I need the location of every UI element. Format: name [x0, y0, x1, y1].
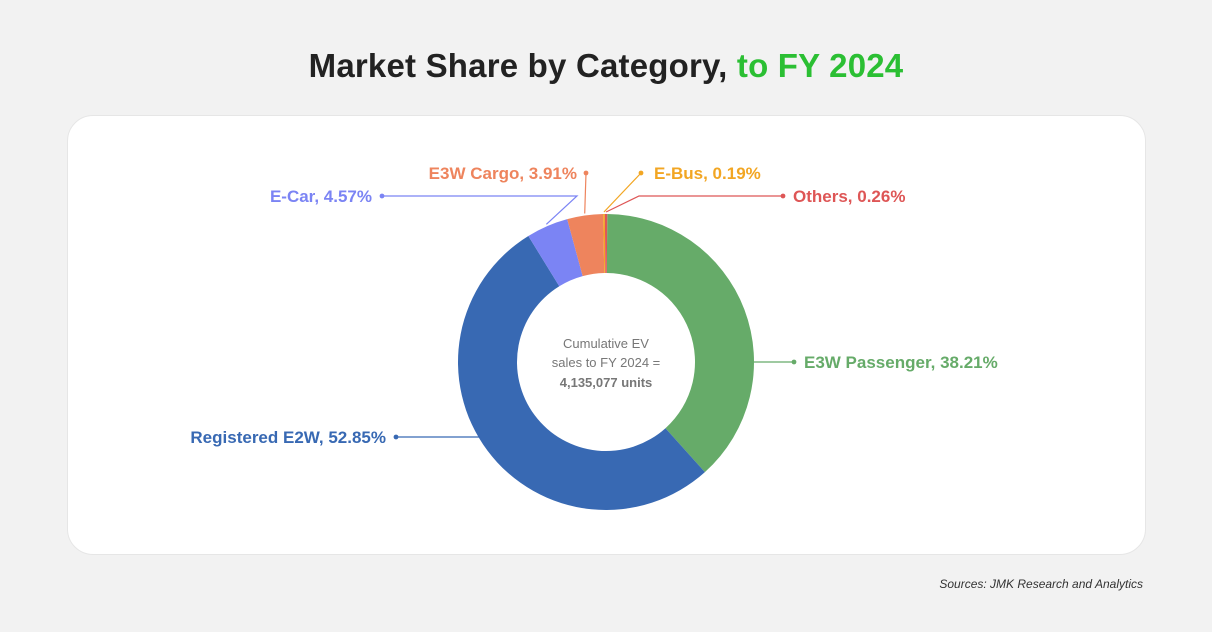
label-others: Others, 0.26%	[793, 187, 905, 206]
slice-e-bus	[603, 214, 606, 274]
leader-dot-e3w-passenger	[791, 359, 797, 365]
leader-dot-registered-e2w	[393, 434, 399, 440]
leader-dot-others	[780, 193, 786, 199]
leader-line-others	[605, 195, 783, 213]
source-note: Sources: JMK Research and Analytics	[939, 577, 1143, 591]
label-e3w-cargo: E3W Cargo, 3.91%	[429, 164, 577, 183]
leader-dot-e-bus	[638, 170, 644, 176]
center-text-line1: Cumulative EV	[563, 336, 649, 351]
center-text-total: 4,135,077 units	[560, 375, 653, 390]
leader-line-e-bus	[603, 172, 642, 213]
center-text-line2: sales to FY 2024 =	[552, 355, 661, 370]
donut-chart: E3W Passenger, 38.21% Registered E2W, 52.…	[190, 164, 998, 511]
leader-dot-e3w-cargo	[583, 170, 589, 176]
slice-e3w-passenger	[606, 214, 755, 473]
leader-dot-e-car	[379, 193, 385, 199]
label-registered-e2w: Registered E2W, 52.85%	[190, 428, 386, 447]
title-accent: to FY 2024	[736, 47, 904, 84]
label-e-bus: E-Bus, 0.19%	[654, 164, 761, 183]
title-main: Market Share by Category,	[308, 47, 728, 84]
chart-title: Market Share by Category, to FY 2024	[0, 47, 1212, 85]
leader-line-e-car	[382, 195, 579, 225]
leader-line-e3w-cargo	[584, 172, 587, 214]
chart-card: E3W Passenger, 38.21% Registered E2W, 52.…	[67, 115, 1146, 555]
slice-others	[604, 214, 608, 274]
slice-e3w-cargo	[567, 214, 605, 277]
slice-registered-e2w	[458, 236, 705, 511]
slice-e-car	[528, 219, 583, 287]
label-e3w-passenger: E3W Passenger, 38.21%	[804, 353, 998, 372]
label-e-car: E-Car, 4.57%	[270, 187, 372, 206]
